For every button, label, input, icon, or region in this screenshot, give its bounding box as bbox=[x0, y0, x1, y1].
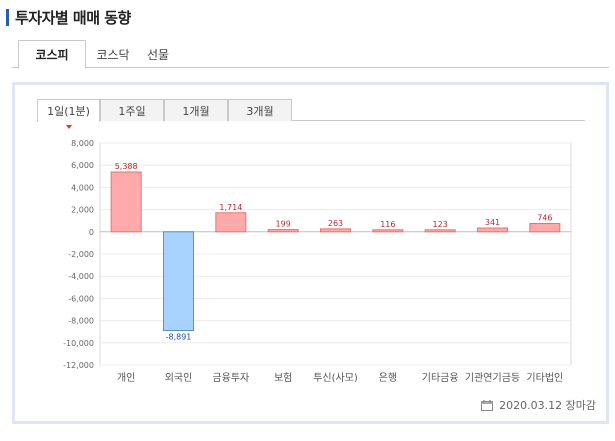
x-tick-label: 보험 bbox=[274, 372, 292, 384]
y-tick-label: -10,000 bbox=[63, 339, 94, 348]
x-tick-label: 기관연기금등 bbox=[465, 372, 520, 384]
tab-kosdaq[interactable]: 코스닥 bbox=[96, 47, 130, 62]
bar-value-label: 746 bbox=[537, 214, 552, 223]
section-header: 투자자별 매매 동향 bbox=[6, 6, 131, 28]
date-label: 2020.03.12 장마감 bbox=[481, 397, 596, 413]
x-tick-label: 외국인 bbox=[165, 372, 193, 384]
calendar-icon bbox=[481, 399, 494, 411]
bar bbox=[477, 227, 508, 233]
y-tick-label: -6,000 bbox=[68, 294, 94, 303]
y-tick-label: -12,000 bbox=[63, 361, 94, 370]
tab-futures[interactable]: 선물 bbox=[146, 47, 170, 62]
tab-1day-label: 1일(1분) bbox=[47, 105, 90, 118]
y-tick-label: -4,000 bbox=[68, 272, 94, 281]
bar bbox=[110, 171, 142, 233]
bar-value-label: -8,891 bbox=[166, 332, 192, 341]
tab-3month[interactable]: 3개월 bbox=[228, 99, 292, 121]
bar bbox=[320, 228, 351, 233]
x-tick-label: 개인 bbox=[117, 372, 135, 384]
y-tick-label: 6,000 bbox=[71, 161, 94, 170]
active-tab-marker-icon bbox=[65, 125, 72, 129]
bar-value-label: 116 bbox=[380, 220, 395, 229]
timestamp-text: 2020.03.12 장마감 bbox=[499, 399, 596, 412]
investor-bar-chart: 8,000 6,000 4,000 2,000 0 -2,000 -4,000 -6,000 -… bbox=[63, 139, 572, 384]
chart-panel: 1일(1분) 1주일 1개월 3개월 8,000 6,000 4,000 2,000 0… bbox=[12, 82, 609, 424]
page-title: 투자자별 매매 동향 bbox=[15, 8, 131, 27]
x-tick-label: 기타금융 bbox=[422, 372, 459, 384]
tab-1day[interactable]: 1일(1분) bbox=[37, 99, 100, 129]
y-tick-label: -8,000 bbox=[68, 317, 94, 326]
bar bbox=[529, 223, 561, 233]
bar-value-label: 263 bbox=[328, 219, 343, 228]
tab-1month[interactable]: 1개월 bbox=[164, 99, 228, 121]
bar bbox=[372, 229, 404, 233]
tab-kospi[interactable]: 코스피 bbox=[18, 40, 86, 69]
x-tick-label: 금융투자 bbox=[212, 372, 249, 384]
y-tick-label: 8,000 bbox=[71, 139, 94, 148]
x-tick-label: 기타법인 bbox=[526, 372, 563, 384]
y-tick-label: 0 bbox=[89, 228, 94, 237]
bar-value-label: 341 bbox=[485, 218, 500, 227]
y-tick-label: 2,000 bbox=[71, 206, 94, 215]
title-accent-bar bbox=[6, 8, 9, 26]
period-tabs: 1일(1분) 1주일 1개월 3개월 bbox=[37, 99, 585, 129]
tab-1week[interactable]: 1주일 bbox=[100, 99, 164, 121]
y-tick-label: -2,000 bbox=[68, 250, 94, 259]
bar-value-label: 123 bbox=[433, 220, 448, 229]
bar-value-label: 1,714 bbox=[219, 203, 242, 212]
bar-value-label: 5,388 bbox=[115, 162, 138, 171]
y-tick-label: 4,000 bbox=[71, 183, 94, 192]
bar-value-label: 199 bbox=[276, 220, 291, 229]
bar bbox=[267, 229, 299, 233]
bar bbox=[215, 212, 247, 233]
market-tabs: 코스피 코스닥 선물 bbox=[12, 40, 609, 69]
bar bbox=[163, 231, 194, 331]
bar bbox=[424, 229, 456, 233]
x-tick-label: 투신(사모) bbox=[313, 372, 358, 384]
x-tick-label: 은행 bbox=[379, 372, 397, 384]
